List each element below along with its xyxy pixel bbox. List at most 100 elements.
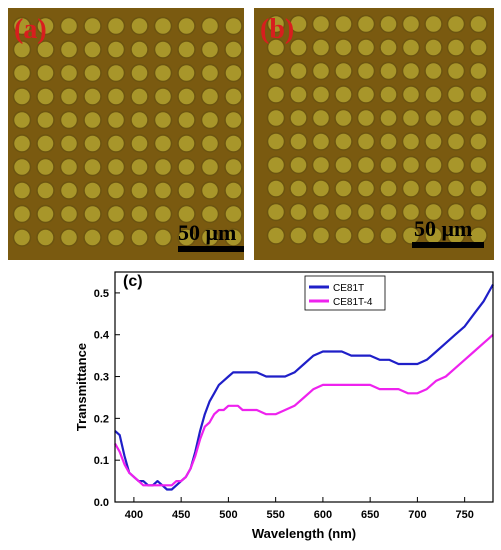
microlens-dot — [106, 134, 126, 153]
legend-label: CE81T — [333, 283, 364, 294]
x-tick-label: 400 — [125, 509, 143, 521]
microlens-dot — [36, 87, 55, 106]
microlens-dot — [59, 228, 79, 247]
microlens-dot — [311, 179, 331, 198]
microlens-dot — [106, 228, 126, 247]
microlens-dot — [469, 179, 488, 198]
microlens-dot — [266, 202, 286, 222]
y-tick-label: 0.1 — [94, 455, 109, 467]
microlens-dot — [177, 157, 196, 177]
microlens-dot — [311, 85, 331, 104]
microlens-dot — [106, 63, 126, 83]
microlens-dot — [12, 110, 32, 130]
microlens-dot — [289, 226, 308, 245]
microlens-dot — [106, 181, 126, 200]
microlens-dot — [469, 14, 488, 34]
microlens-dot — [59, 63, 79, 83]
microlens-dot — [401, 38, 421, 57]
microlens-dot — [36, 110, 55, 130]
microlens-dot — [106, 204, 126, 224]
microlens-dot — [153, 181, 173, 200]
y-axis-label: Transmittance — [74, 343, 89, 431]
microlens-dot — [12, 134, 32, 153]
microlens-dot — [401, 202, 421, 222]
microlens-dot — [311, 132, 331, 151]
microlens-dot — [177, 63, 196, 83]
microlens-dot — [177, 16, 196, 36]
microlens-dot — [446, 202, 466, 222]
microlens-dot — [224, 16, 243, 36]
scale-label-a: 50 μm — [178, 220, 237, 245]
microlens-dot — [224, 181, 243, 200]
microlens-dot — [289, 179, 308, 198]
microlens-dot — [59, 110, 79, 130]
transmittance-chart: 400 450 500 550 600 650 700 750 0.0 0.1 0.2 0.3 0.4 0… — [74, 271, 494, 541]
microlens-dot — [401, 179, 421, 198]
microlens-dot — [356, 85, 376, 104]
microlens-dot — [379, 85, 398, 104]
x-axis-label: Wavelength (nm) — [252, 526, 356, 541]
microlens-dot — [153, 228, 173, 247]
microlens-dot — [356, 108, 376, 128]
microlens-dot — [224, 157, 243, 177]
microlens-dot — [446, 61, 466, 81]
microlens-dot — [36, 134, 55, 153]
microlens-dot — [36, 40, 55, 59]
microlens-dot — [446, 108, 466, 128]
microlens-dot — [356, 132, 376, 151]
microlens-dot — [469, 202, 488, 222]
y-tick-label: 0.2 — [94, 413, 109, 425]
microlens-dot — [83, 228, 102, 247]
microlens-dot — [379, 155, 398, 175]
microlens-dot — [106, 40, 126, 59]
microlens-dot — [106, 157, 126, 177]
microlens-dot — [130, 204, 149, 224]
microlens-dot — [289, 85, 308, 104]
microlens-dot — [311, 14, 331, 34]
microlens-dot — [469, 155, 488, 175]
microlens-dot — [379, 14, 398, 34]
scale-bar-a — [178, 246, 244, 252]
microlens-dot — [424, 179, 443, 198]
microlens-dot — [334, 226, 353, 245]
microlens-dot — [424, 108, 443, 128]
legend-box — [304, 275, 386, 311]
microlens-dot — [334, 202, 353, 222]
microlens-dot — [12, 16, 32, 36]
microlens-dot — [59, 87, 79, 106]
microlens-dot — [200, 181, 220, 200]
microlens-dot — [59, 204, 79, 224]
microlens-dot — [266, 14, 286, 34]
microlens-dot — [289, 61, 308, 81]
x-tick-label: 550 — [266, 509, 284, 521]
microlens-dot — [334, 132, 353, 151]
x-tick-label: 700 — [408, 509, 426, 521]
microlens-dot — [266, 38, 286, 57]
microlens-dot — [153, 110, 173, 130]
microlens-dot — [289, 14, 308, 34]
microlens-dot — [356, 38, 376, 57]
panel-label-b: (b) — [260, 14, 295, 45]
x-tick-label: 650 — [361, 509, 379, 521]
microlens-dot — [266, 179, 286, 198]
microlens-dot — [83, 204, 102, 224]
y-tick-label: 0.0 — [94, 497, 109, 509]
microlens-dot — [311, 61, 331, 81]
microlens-dot — [311, 226, 331, 245]
microlens-dot — [289, 38, 308, 57]
microlens-dot — [130, 40, 149, 59]
scale-bar-b — [412, 242, 484, 248]
plot-frame — [114, 271, 494, 503]
microlens-dot — [424, 202, 443, 222]
microlens-dot — [311, 38, 331, 57]
micrograph-panel-a: (a) 50 μm — [8, 8, 244, 260]
microlens-dot — [356, 14, 376, 34]
microlens-dot — [469, 38, 488, 57]
panel-label-a: (a) — [14, 14, 47, 45]
microlens-dot — [469, 108, 488, 128]
microlens-dot — [401, 108, 421, 128]
microlens-dot — [401, 132, 421, 151]
microlens-dot — [266, 85, 286, 104]
y-tick-label: 0.5 — [94, 288, 109, 300]
microlens-dot — [266, 155, 286, 175]
